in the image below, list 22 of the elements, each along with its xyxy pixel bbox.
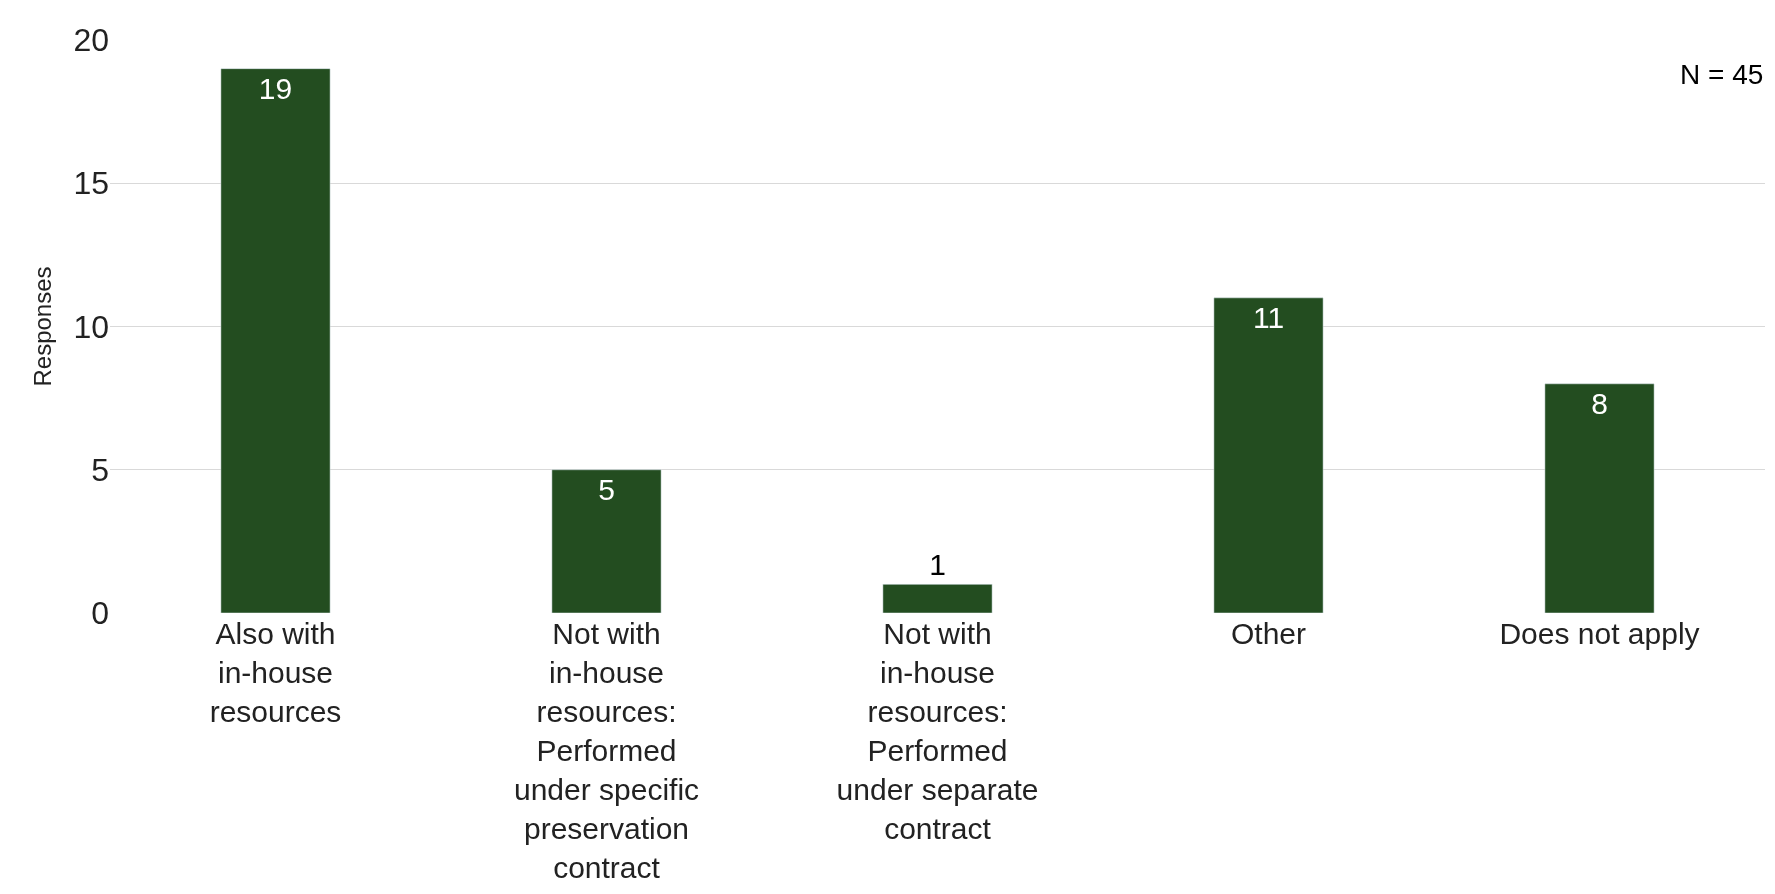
bar <box>551 469 662 613</box>
bar <box>882 584 993 613</box>
y-tick-label: 15 <box>73 165 109 202</box>
x-tick-label: Does not apply <box>1499 617 1700 650</box>
bar <box>1213 297 1324 613</box>
annotation: N = 45 <box>1680 59 1764 90</box>
x-tick-label: Other <box>1230 617 1307 650</box>
x-tick-label: Also with in-house resources <box>209 617 342 728</box>
y-tick-label: 20 <box>73 22 109 59</box>
y-tick-label: 10 <box>73 308 109 345</box>
data-label: 1 <box>929 548 946 582</box>
bar <box>220 68 331 613</box>
data-label: 5 <box>598 472 615 506</box>
data-label: 11 <box>1252 300 1285 334</box>
y-tick-label: 0 <box>91 595 109 632</box>
y-tick-label: 5 <box>91 451 109 488</box>
data-label: 8 <box>1591 386 1608 420</box>
bar <box>1544 383 1655 613</box>
y-axis-title: Responses <box>28 266 56 387</box>
x-tick-label: Not with in-house resources: Performed under specific preservation contract <box>513 617 700 884</box>
x-tick-label: Not with in-house resources: Performed under separate contract <box>836 617 1039 845</box>
data-label: 19 <box>258 71 293 105</box>
